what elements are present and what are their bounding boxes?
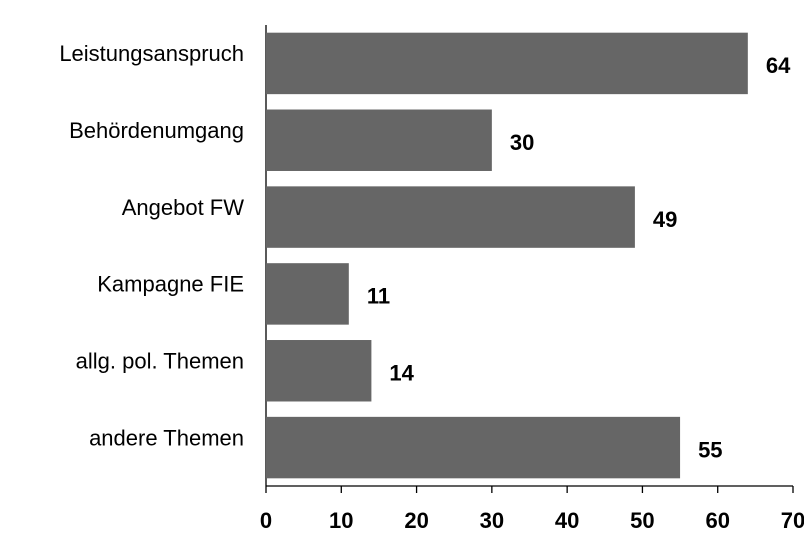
x-tick-label: 60 [705, 508, 729, 533]
y-tick-label: Leistungsanspruch [59, 41, 244, 66]
x-tick-label: 70 [781, 508, 804, 533]
x-tick-label: 50 [630, 508, 654, 533]
y-tick-label: allg. pol. Themen [76, 349, 244, 374]
data-label: 55 [698, 437, 722, 462]
bar [266, 109, 492, 171]
data-label: 49 [653, 207, 677, 232]
x-tick-label: 40 [555, 508, 579, 533]
x-tick-label: 30 [480, 508, 504, 533]
data-label: 11 [367, 284, 390, 309]
y-tick-label: andere Themen [89, 425, 244, 450]
bar [266, 263, 349, 325]
bar [266, 32, 748, 95]
y-tick-label: Angebot FW [122, 195, 245, 220]
bar [266, 416, 681, 479]
x-tick-label: 0 [260, 508, 272, 533]
data-label: 64 [766, 53, 791, 78]
x-tick-label: 10 [329, 508, 353, 533]
data-label: 14 [389, 361, 414, 386]
y-tick-label: Kampagne FIE [97, 272, 244, 297]
bar [266, 186, 635, 248]
data-label: 30 [510, 130, 534, 155]
x-tick-label: 20 [404, 508, 428, 533]
bar [266, 340, 372, 402]
y-tick-label: Behördenumgang [69, 118, 244, 143]
